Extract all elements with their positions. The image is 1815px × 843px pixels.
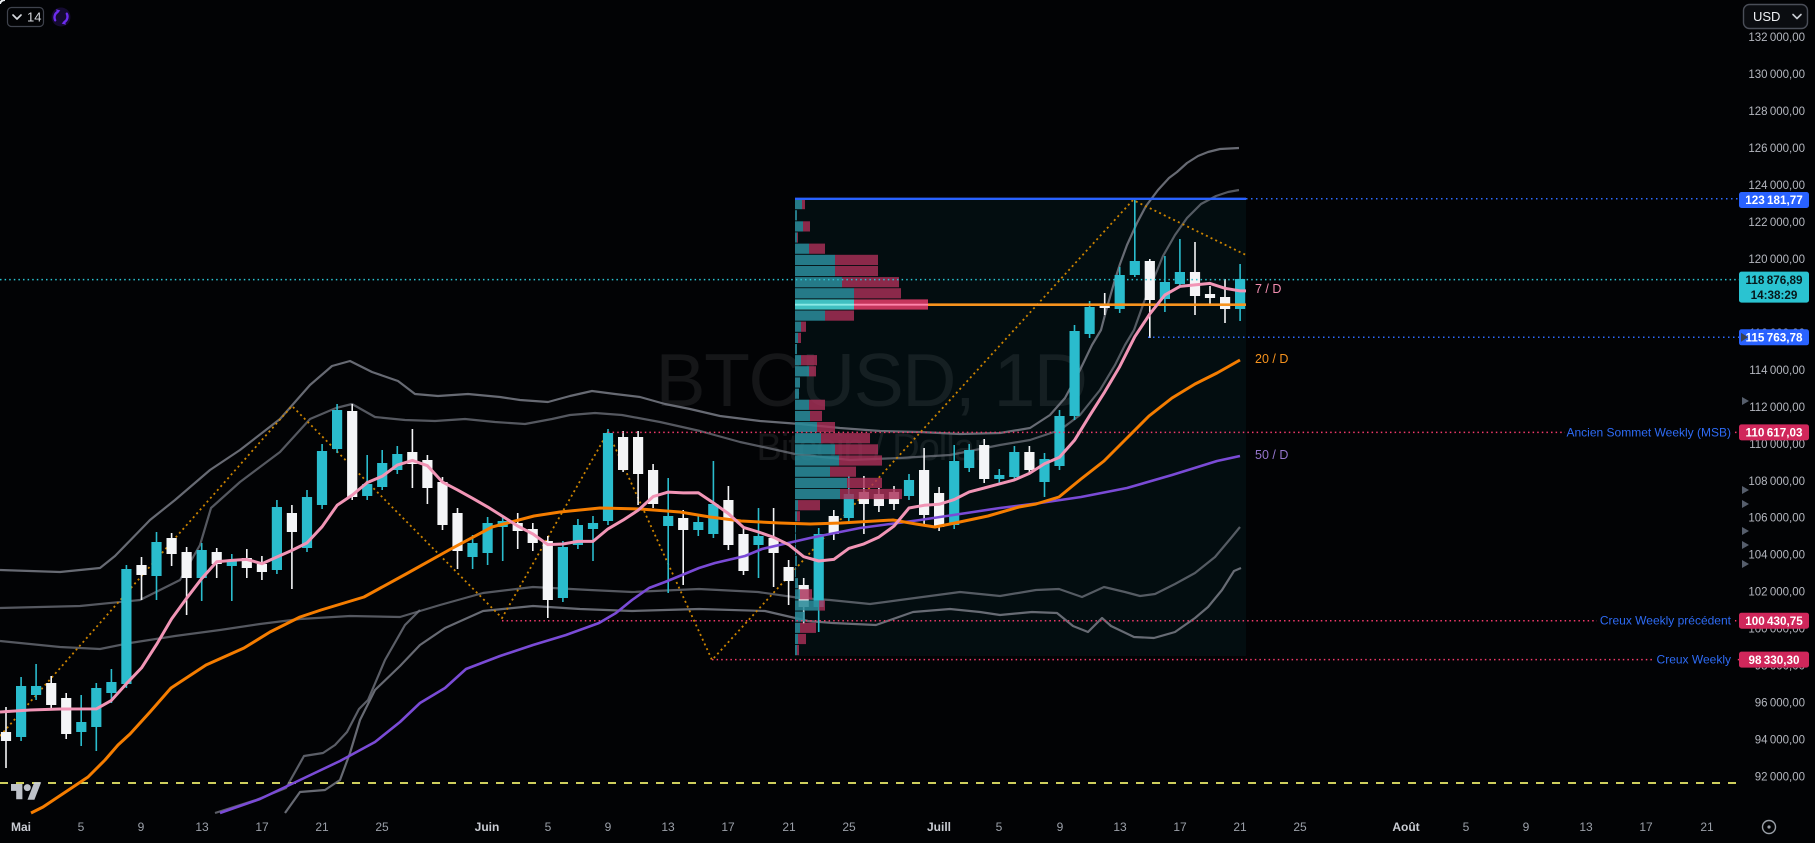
svg-text:126 000,00: 126 000,00: [1748, 143, 1805, 155]
svg-text:118 876,89: 118 876,89: [1746, 274, 1803, 287]
svg-text:123 181,77: 123 181,77: [1745, 194, 1803, 207]
svg-text:120 000,00: 120 000,00: [1748, 254, 1805, 266]
svg-text:USD: USD: [1753, 9, 1780, 24]
svg-text:21: 21: [782, 820, 796, 834]
svg-text:21: 21: [1700, 820, 1714, 834]
svg-text:104 000,00: 104 000,00: [1748, 550, 1805, 562]
svg-text:9: 9: [138, 820, 145, 834]
svg-text:96 000,00: 96 000,00: [1755, 698, 1805, 710]
svg-text:17: 17: [1639, 820, 1653, 834]
svg-text:17: 17: [255, 820, 269, 834]
svg-text:Creux Weekly: Creux Weekly: [1657, 653, 1731, 667]
svg-text:13: 13: [195, 820, 209, 834]
svg-text:114 000,00: 114 000,00: [1749, 365, 1805, 377]
svg-text:9: 9: [1523, 820, 1530, 834]
svg-text:5: 5: [996, 820, 1003, 834]
svg-text:112 000,00: 112 000,00: [1749, 402, 1805, 414]
svg-text:50 / D: 50 / D: [1255, 448, 1288, 462]
svg-text:25: 25: [1293, 820, 1307, 834]
svg-text:7 / D: 7 / D: [1255, 282, 1281, 296]
svg-text:5: 5: [1463, 820, 1470, 834]
svg-text:98 330,30: 98 330,30: [1748, 654, 1800, 667]
svg-text:17: 17: [1173, 820, 1187, 834]
svg-text:21: 21: [315, 820, 329, 834]
svg-text:25: 25: [842, 820, 856, 834]
svg-text:128 000,00: 128 000,00: [1748, 106, 1805, 118]
svg-text:14: 14: [27, 10, 41, 25]
svg-text:14:38:29: 14:38:29: [1751, 289, 1798, 302]
svg-text:13: 13: [1113, 820, 1127, 834]
svg-text:106 000,00: 106 000,00: [1748, 513, 1805, 525]
svg-text:Juin: Juin: [475, 820, 500, 834]
svg-text:21: 21: [1233, 820, 1247, 834]
svg-text:102 000,00: 102 000,00: [1748, 587, 1805, 599]
svg-text:115 763,78: 115 763,78: [1746, 332, 1803, 345]
svg-text:20 / D: 20 / D: [1255, 352, 1288, 366]
svg-text:124 000,00: 124 000,00: [1748, 180, 1805, 192]
svg-text:132 000,00: 132 000,00: [1748, 32, 1805, 44]
svg-text:110 000,00: 110 000,00: [1749, 439, 1805, 451]
svg-text:130 000,00: 130 000,00: [1748, 69, 1805, 81]
svg-text:122 000,00: 122 000,00: [1748, 217, 1805, 229]
svg-text:Creux Weekly précédent: Creux Weekly précédent: [1600, 614, 1732, 628]
svg-text:BTCUSD, 1D: BTCUSD, 1D: [656, 338, 1087, 422]
svg-text:Juill: Juill: [927, 820, 951, 834]
svg-text:Mai: Mai: [11, 820, 31, 834]
svg-text:5: 5: [545, 820, 552, 834]
svg-text:110 617,03: 110 617,03: [1746, 427, 1803, 440]
svg-text:13: 13: [661, 820, 675, 834]
svg-text:100 430,75: 100 430,75: [1745, 615, 1803, 628]
svg-text:13: 13: [1579, 820, 1593, 834]
svg-text:25: 25: [375, 820, 389, 834]
svg-text:Ancien Sommet Weekly (MSB): Ancien Sommet Weekly (MSB): [1567, 425, 1732, 439]
svg-text:Août: Août: [1392, 820, 1419, 834]
svg-text:9: 9: [1057, 820, 1064, 834]
svg-text:94 000,00: 94 000,00: [1755, 735, 1805, 747]
svg-text:17: 17: [721, 820, 735, 834]
svg-text:9: 9: [605, 820, 612, 834]
svg-text:92 000,00: 92 000,00: [1755, 772, 1805, 784]
svg-text:5: 5: [78, 820, 85, 834]
svg-text:108 000,00: 108 000,00: [1748, 476, 1805, 488]
